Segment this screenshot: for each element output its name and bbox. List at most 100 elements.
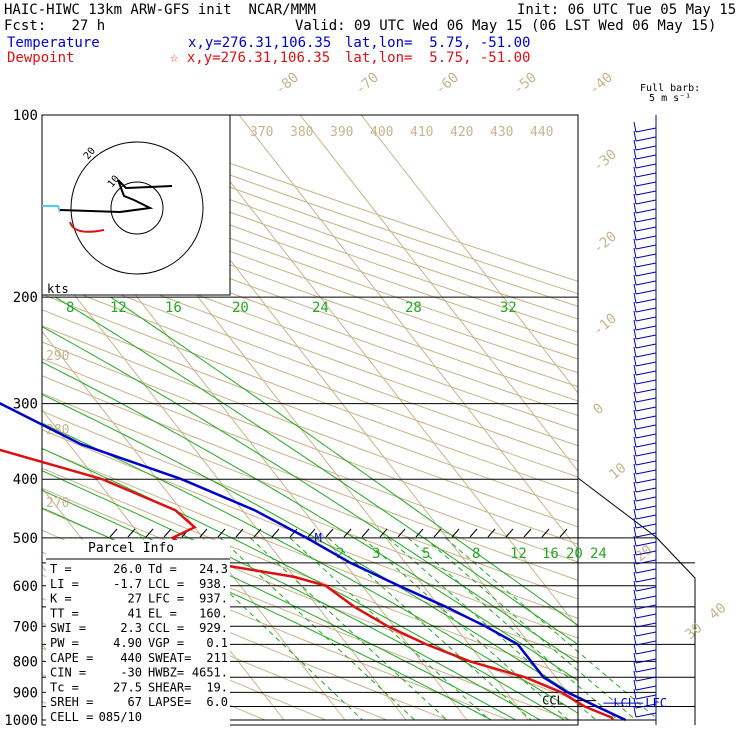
dewpoint-label: Dewpoint	[7, 50, 75, 66]
fcst-value: 27 h	[71, 18, 106, 34]
parcel-info-background	[46, 540, 230, 726]
parcel-row-label: SWEAT=	[148, 651, 191, 665]
parcel-row-label: LCL =	[148, 577, 184, 591]
parcel-row-label: LFC =	[148, 592, 184, 606]
moist-adiabat-label: 16	[165, 300, 182, 316]
wind-barb	[635, 505, 657, 511]
wind-barb	[635, 388, 657, 394]
isotherm-line	[238, 115, 578, 551]
parcel-row-value: 4.90	[113, 636, 142, 650]
wind-barb	[633, 175, 637, 187]
wind-barb	[633, 562, 637, 574]
mixing-ratio-label: 3	[372, 546, 380, 562]
mixing-ratio-label: 20	[566, 546, 583, 562]
wind-barb	[633, 364, 637, 376]
wind-barb	[635, 712, 657, 718]
wind-barb	[635, 361, 657, 367]
wind-barb	[633, 247, 637, 259]
wind-barb	[635, 370, 657, 376]
wind-barb	[635, 307, 657, 313]
isotherm-line	[177, 115, 578, 629]
parcel-row-label: HWBZ=	[148, 666, 184, 680]
wind-barb	[635, 379, 657, 385]
parcel-info-title: Parcel Info	[88, 541, 174, 556]
valid-time: Valid: 09 UTC Wed 06 May 15 (06 LST Wed …	[295, 18, 717, 34]
pressure-tick-label: 200	[13, 290, 38, 306]
wind-barb	[633, 382, 637, 394]
dewpoint-profile	[0, 448, 615, 721]
wind-barb	[635, 208, 657, 214]
hatch-tick	[145, 528, 154, 538]
wind-barb	[633, 652, 637, 664]
wind-barb	[635, 190, 657, 196]
parcel-row-value: 937.	[199, 592, 228, 606]
wind-barb	[635, 514, 657, 520]
wind-barbs	[633, 115, 657, 725]
wind-barb	[633, 292, 637, 304]
wind-barb	[635, 253, 657, 259]
parcel-row-value: 24.3	[199, 562, 228, 576]
hatch-tick	[415, 528, 424, 538]
pressure-tick-label: 800	[13, 654, 38, 670]
isotherm-tick-label: 10	[606, 460, 629, 483]
isotherm-tick-label: -50	[510, 70, 540, 99]
wind-barb	[633, 535, 637, 547]
parcel-row-value: 2.3	[120, 621, 142, 635]
model-title: HAIC-HIWC 13km ARW-GFS init NCAR/MMM	[4, 2, 316, 18]
theta-tick-label: 400	[370, 125, 393, 140]
isotherm-tick-label: -30	[590, 147, 620, 176]
ccl-label: CCL	[542, 694, 564, 708]
model-name: HAIC-HIWC 13km ARW-GFS init	[4, 2, 232, 18]
wind-barb	[633, 274, 637, 286]
parcel-row-label: Td =	[148, 562, 177, 576]
wind-barb	[633, 688, 637, 700]
wind-barb	[635, 136, 657, 142]
isotherm-tick-label: -40	[586, 70, 616, 99]
hatch-tick	[451, 528, 460, 538]
wind-barb	[635, 559, 657, 565]
wind-barb	[633, 319, 637, 331]
wind-barb	[633, 409, 637, 421]
wind-barb	[635, 343, 657, 349]
dry-adiabat-line	[42, 278, 578, 478]
wind-barb	[635, 523, 657, 529]
hodograph-units: kts	[47, 282, 69, 296]
wind-barb	[633, 643, 637, 655]
wind-barb	[635, 640, 657, 646]
dry-adiabat-line	[42, 248, 578, 447]
mixing-ratio-label: 24	[590, 546, 607, 562]
mixing-ratio-label: 2	[336, 546, 344, 562]
wind-barb	[635, 442, 657, 448]
parcel-row-value: -1.7	[113, 577, 142, 591]
wind-barb	[635, 541, 657, 547]
star-icon: ☆	[170, 50, 179, 66]
hodograph-trace	[59, 179, 173, 214]
parcel-row-value: 160.	[199, 606, 228, 620]
wind-barb	[635, 154, 657, 160]
moist-adiabat-label: 12	[110, 300, 127, 316]
wind-barb	[633, 346, 637, 358]
wind-barb	[633, 337, 637, 349]
hatch-tick	[487, 528, 496, 538]
parcel-row-value: 19.	[206, 680, 228, 694]
isotherm-tick-label: -70	[352, 70, 382, 99]
wind-barb	[635, 478, 657, 484]
wind-barb	[633, 634, 637, 646]
parcel-row-value: 41	[128, 606, 142, 620]
isotherm-line	[42, 330, 346, 721]
hatch-tick	[199, 528, 208, 538]
moist-adiabat-label: 24	[312, 300, 329, 316]
wind-barb	[635, 487, 657, 493]
hatch-tick	[505, 528, 514, 538]
wind-barb	[635, 685, 657, 691]
wind-barb	[633, 445, 637, 457]
wind-barb	[633, 130, 637, 142]
wind-barb	[633, 436, 637, 448]
pressure-tick-label: 900	[13, 685, 38, 701]
parcel-row-value: 27	[128, 592, 142, 606]
wind-barb	[633, 463, 637, 475]
wind-barb	[635, 694, 657, 700]
wind-barb	[633, 121, 637, 133]
theta-tick-label: 430	[490, 125, 513, 140]
wind-barb	[633, 229, 637, 241]
